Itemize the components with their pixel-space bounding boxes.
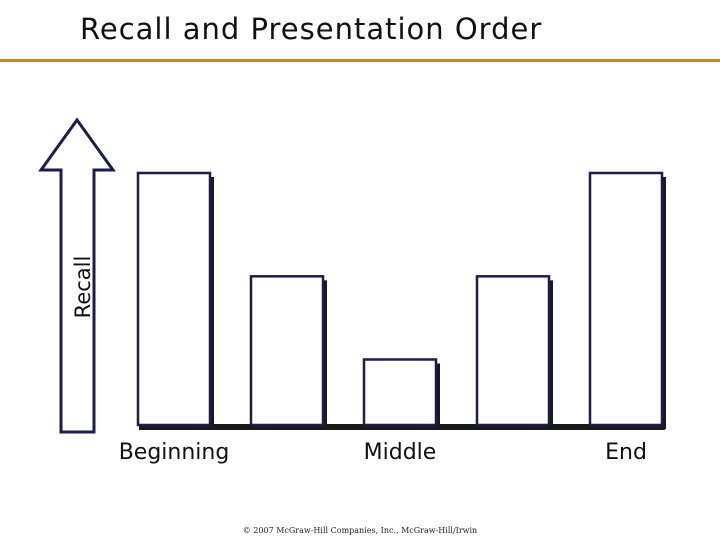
copyright-notice: © 2007 McGraw-Hill Companies, Inc., McGr…	[242, 526, 478, 535]
title-divider	[0, 59, 720, 62]
bar-2	[249, 275, 325, 427]
bar-1	[136, 171, 212, 427]
y-axis-arrow	[38, 117, 116, 434]
bar-5	[588, 171, 664, 427]
x-tick-label-middle: Middle	[364, 440, 437, 465]
bar-4	[475, 275, 551, 427]
bar-3	[362, 358, 438, 427]
x-tick-label-beginning: Beginning	[119, 440, 230, 465]
slide-title: Recall and Presentation Order	[80, 12, 543, 46]
x-tick-label-end: End	[605, 440, 647, 465]
y-axis-label: Recall	[71, 256, 95, 319]
